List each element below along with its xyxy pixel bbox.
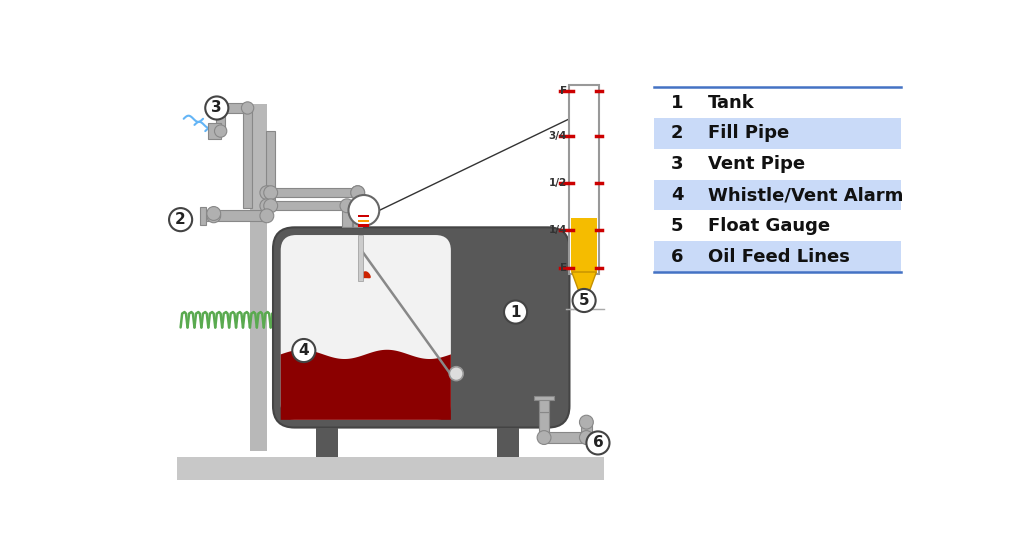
Text: 3/4: 3/4 xyxy=(549,131,567,141)
Bar xyxy=(569,85,599,274)
Text: 1/4: 1/4 xyxy=(549,225,567,235)
Text: 6: 6 xyxy=(671,248,683,266)
Bar xyxy=(539,412,550,438)
FancyBboxPatch shape xyxy=(273,228,569,428)
Bar xyxy=(243,108,252,208)
Bar xyxy=(208,213,219,216)
Circle shape xyxy=(450,366,463,381)
Bar xyxy=(177,457,604,480)
Circle shape xyxy=(242,102,254,114)
Bar xyxy=(267,188,357,197)
Circle shape xyxy=(214,125,226,137)
Text: E: E xyxy=(560,263,567,273)
Polygon shape xyxy=(281,350,451,420)
Bar xyxy=(497,428,518,457)
Circle shape xyxy=(348,195,379,226)
Circle shape xyxy=(169,208,193,231)
Circle shape xyxy=(538,430,551,445)
Circle shape xyxy=(572,289,596,312)
Circle shape xyxy=(264,186,278,200)
Text: Whistle/Vent Alarm: Whistle/Vent Alarm xyxy=(708,186,903,204)
Bar xyxy=(358,215,370,217)
Circle shape xyxy=(207,207,220,220)
Text: 2: 2 xyxy=(671,124,683,142)
Bar xyxy=(358,235,364,281)
Bar xyxy=(535,396,554,400)
Circle shape xyxy=(207,209,220,223)
Circle shape xyxy=(587,432,609,455)
Text: 1: 1 xyxy=(510,305,521,319)
Circle shape xyxy=(351,199,365,213)
FancyBboxPatch shape xyxy=(281,235,451,420)
Bar xyxy=(220,103,248,113)
Text: 3: 3 xyxy=(212,101,222,115)
Bar xyxy=(216,108,225,131)
Text: F: F xyxy=(560,85,567,96)
Text: 1/2: 1/2 xyxy=(549,178,567,188)
Circle shape xyxy=(264,199,278,213)
Bar xyxy=(654,179,900,211)
Circle shape xyxy=(205,96,228,120)
Circle shape xyxy=(260,209,273,223)
Circle shape xyxy=(580,415,593,429)
Text: 2: 2 xyxy=(175,212,186,227)
Bar xyxy=(250,104,267,451)
Text: 6: 6 xyxy=(593,435,603,450)
Circle shape xyxy=(351,186,365,200)
Bar xyxy=(654,118,900,149)
Bar xyxy=(540,397,549,412)
Text: Float Gauge: Float Gauge xyxy=(708,217,830,235)
Circle shape xyxy=(292,339,315,362)
Bar xyxy=(208,124,220,139)
Bar xyxy=(267,201,357,211)
Text: Tank: Tank xyxy=(708,94,755,112)
Text: Oil Feed Lines: Oil Feed Lines xyxy=(708,248,850,266)
Bar xyxy=(358,224,370,226)
Circle shape xyxy=(351,186,365,200)
Polygon shape xyxy=(360,271,371,278)
Bar xyxy=(540,397,549,406)
Bar xyxy=(654,241,900,272)
Circle shape xyxy=(260,199,273,213)
Circle shape xyxy=(260,186,273,200)
Bar xyxy=(206,211,267,221)
Text: 5: 5 xyxy=(671,217,683,235)
Text: 5: 5 xyxy=(579,293,590,308)
Text: 3: 3 xyxy=(671,155,683,173)
Text: 1: 1 xyxy=(671,94,683,112)
Bar xyxy=(342,206,351,228)
Circle shape xyxy=(580,430,593,445)
Circle shape xyxy=(214,102,226,114)
Circle shape xyxy=(340,199,354,213)
Bar xyxy=(316,428,338,457)
Text: 4: 4 xyxy=(299,343,309,358)
Circle shape xyxy=(504,300,527,324)
Bar xyxy=(581,296,587,308)
Bar xyxy=(358,220,370,222)
Text: Fill Pipe: Fill Pipe xyxy=(708,124,790,142)
Bar xyxy=(266,131,275,206)
Bar xyxy=(200,207,206,225)
Bar xyxy=(353,193,362,228)
Bar xyxy=(571,218,597,272)
Polygon shape xyxy=(571,272,596,295)
Bar xyxy=(581,422,592,438)
Text: 4: 4 xyxy=(671,186,683,204)
Bar xyxy=(544,432,587,443)
Text: Vent Pipe: Vent Pipe xyxy=(708,155,805,173)
